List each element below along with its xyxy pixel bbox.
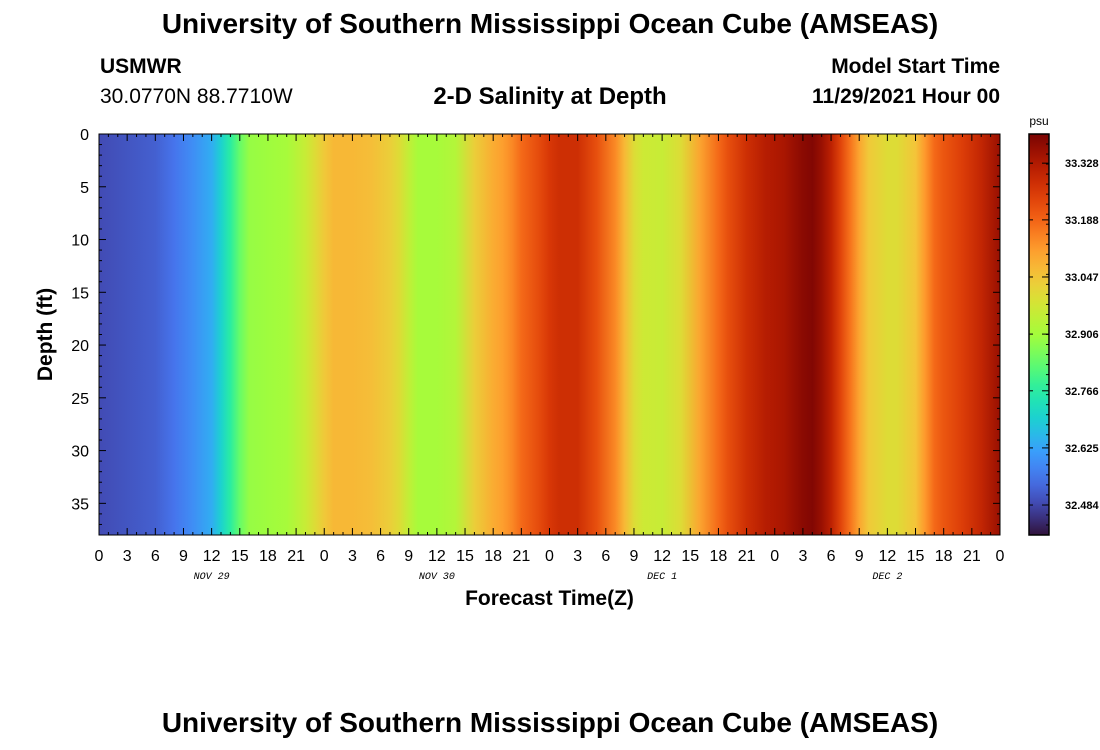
x-tick-label: 0 bbox=[545, 548, 554, 565]
x-tick-label: 18 bbox=[259, 548, 277, 565]
footer-title: University of Southern Mississippi Ocean… bbox=[161, 707, 939, 738]
x-tick-label: 21 bbox=[512, 548, 530, 565]
x-tick-label: 3 bbox=[798, 548, 807, 565]
plot-area bbox=[98, 133, 1001, 536]
x-tick-label: 6 bbox=[376, 548, 385, 565]
x-tick-label: 12 bbox=[653, 548, 671, 565]
y-tick-label: 35 bbox=[71, 496, 89, 513]
x-tick-label: 15 bbox=[231, 548, 249, 565]
x-tick-label: 3 bbox=[348, 548, 357, 565]
x-tick-label: 21 bbox=[287, 548, 305, 565]
colorbar-tick-label: 33.047 bbox=[1065, 272, 1099, 284]
x-tick-label: 0 bbox=[95, 548, 104, 565]
colorbar-tick-label: 32.766 bbox=[1065, 386, 1099, 398]
colorbar: 33.328 33.188 33.047 32.906 32.766 32.625 32.4… bbox=[1028, 133, 1100, 536]
x-tick-label: 15 bbox=[456, 548, 474, 565]
colorbar-unit: psu bbox=[1029, 114, 1048, 128]
x-tick-label: 18 bbox=[935, 548, 953, 565]
colorbar-tick-label: 32.484 bbox=[1065, 500, 1100, 512]
y-axis-title: Depth (ft) bbox=[34, 288, 57, 381]
x-day-label: NOV 30 bbox=[419, 572, 455, 583]
x-tick-label: 12 bbox=[878, 548, 896, 565]
y-tick-label: 5 bbox=[80, 180, 89, 197]
x-tick-label: 3 bbox=[573, 548, 582, 565]
x-tick-label: 0 bbox=[320, 548, 329, 565]
colorbar-tick-label: 32.906 bbox=[1065, 329, 1099, 341]
x-tick-label: 9 bbox=[404, 548, 413, 565]
x-tick-label: 0 bbox=[996, 548, 1005, 565]
axes: 0 3 6 9 12 15 18 21 0 3 6 9 12 15 18 21 0 3 6 9 12 15 18 21 0 3 6 9… bbox=[71, 127, 1004, 583]
x-day-label: DEC 2 bbox=[872, 572, 902, 583]
station-coordinates: 30.0770N 88.7710W bbox=[100, 85, 293, 108]
y-tick-label: 25 bbox=[71, 391, 89, 408]
x-tick-label: 9 bbox=[630, 548, 639, 565]
x-tick-label: 21 bbox=[963, 548, 981, 565]
y-tick-label: 30 bbox=[71, 444, 89, 461]
x-axis-title: Forecast Time(Z) bbox=[465, 587, 634, 610]
colorbar-tick-label: 33.188 bbox=[1065, 215, 1099, 227]
x-tick-label: 18 bbox=[710, 548, 728, 565]
x-tick-label: 18 bbox=[484, 548, 502, 565]
model-start-value: 11/29/2021 Hour 00 bbox=[812, 85, 1000, 108]
x-tick-label: 15 bbox=[681, 548, 699, 565]
x-tick-label: 9 bbox=[855, 548, 864, 565]
y-tick-label: 15 bbox=[71, 285, 89, 302]
x-tick-label: 21 bbox=[738, 548, 756, 565]
x-tick-label: 6 bbox=[601, 548, 610, 565]
y-tick-label: 10 bbox=[71, 233, 89, 250]
x-tick-label: 9 bbox=[179, 548, 188, 565]
x-tick-label: 12 bbox=[203, 548, 221, 565]
model-start-label: Model Start Time bbox=[831, 55, 1000, 78]
salinity-field bbox=[99, 134, 1000, 535]
x-day-label: DEC 1 bbox=[647, 572, 677, 583]
x-day-label: NOV 29 bbox=[194, 572, 230, 583]
salinity-heatmap-chart: 0 3 6 9 12 15 18 21 0 3 6 9 12 15 18 21 0 3 6 9 12 15 18 21 0 3 6 9… bbox=[34, 114, 1100, 610]
y-tick-label: 20 bbox=[71, 338, 89, 355]
chart-subtitle: 2-D Salinity at Depth bbox=[433, 83, 667, 110]
x-tick-label: 3 bbox=[123, 548, 132, 565]
colorbar-tick-label: 32.625 bbox=[1065, 443, 1099, 455]
x-tick-label: 0 bbox=[770, 548, 779, 565]
y-tick-label: 0 bbox=[80, 127, 89, 144]
station-name: USMWR bbox=[100, 55, 182, 78]
x-tick-label: 15 bbox=[907, 548, 925, 565]
x-tick-label: 6 bbox=[827, 548, 836, 565]
page-title: University of Southern Mississippi Ocean… bbox=[161, 8, 939, 39]
x-tick-label: 6 bbox=[151, 548, 160, 565]
x-tick-label: 12 bbox=[428, 548, 446, 565]
colorbar-tick-label: 33.328 bbox=[1065, 158, 1099, 170]
